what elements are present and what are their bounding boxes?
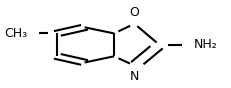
Text: O: O: [129, 6, 139, 19]
Text: N: N: [129, 70, 139, 83]
Text: CH₃: CH₃: [5, 27, 28, 40]
Text: NH₂: NH₂: [193, 38, 216, 51]
